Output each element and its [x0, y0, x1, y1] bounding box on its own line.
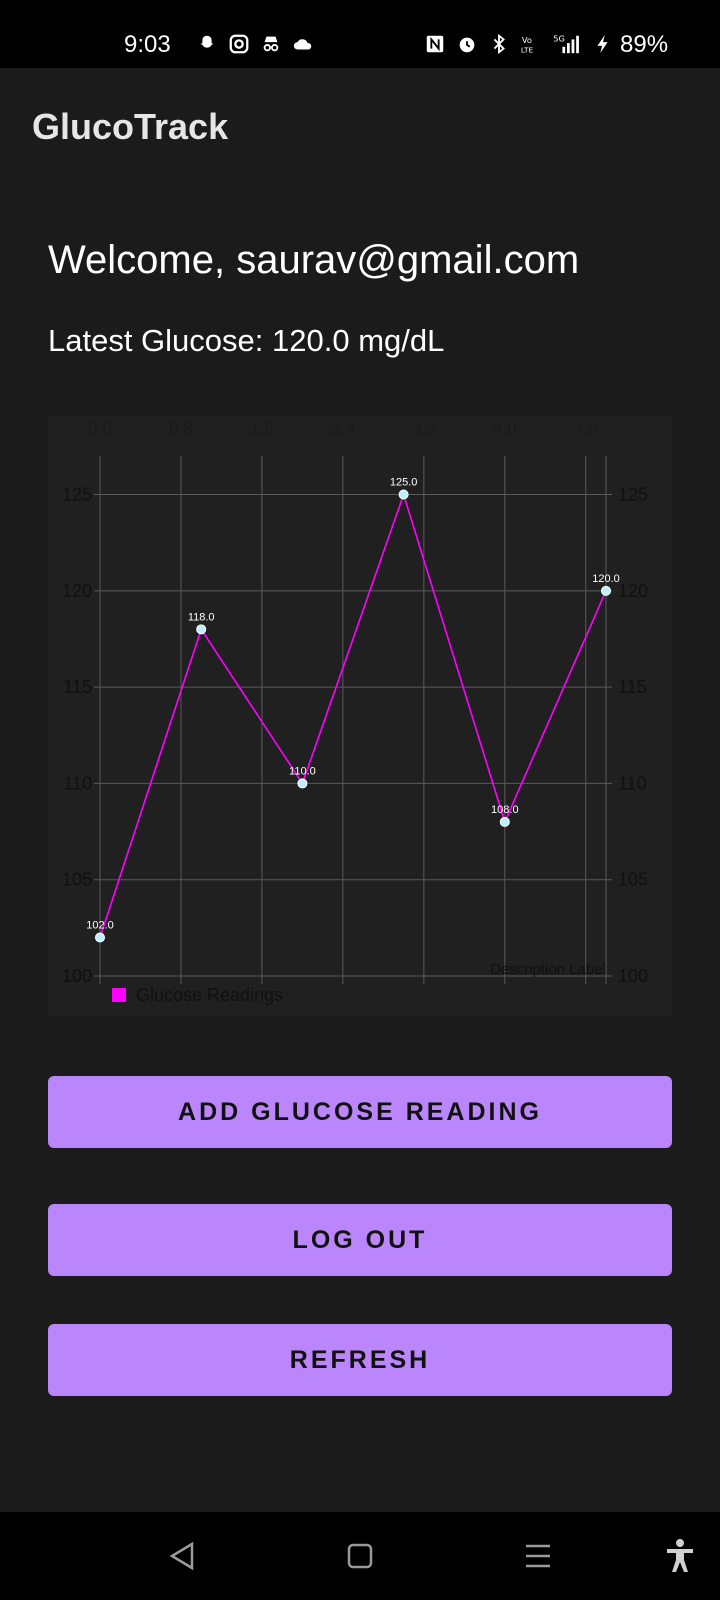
svg-text:Vo: Vo: [522, 35, 532, 45]
svg-text:LTE: LTE: [521, 45, 534, 54]
legend-label: Glucose Readings: [136, 985, 283, 1005]
welcome-text: Welcome, saurav@gmail.com: [48, 238, 580, 282]
chart-background: [48, 416, 672, 1016]
glucose-chart[interactable]: 0.0 0.8 1.6 2.4 3.2 4.0 4.8 100 100 105 105 110 110 1…: [48, 416, 672, 1016]
x-tick-label: 2.4: [331, 419, 355, 438]
data-value-label: 102.0: [86, 919, 114, 931]
add-glucose-reading-button[interactable]: ADD GLUCOSE READING: [48, 1076, 672, 1148]
data-point: [398, 489, 409, 500]
y-tick-label-left: 125: [62, 485, 92, 505]
y-tick-label-right: 120: [618, 581, 648, 601]
x-tick-label: 3.2: [412, 419, 436, 438]
data-value-label: 120.0: [592, 573, 620, 585]
data-value-label: 118.0: [188, 611, 215, 623]
y-tick-label-left: 110: [63, 773, 92, 793]
latest-glucose-text: Latest Glucose: 120.0 mg/dL: [48, 323, 445, 358]
data-point: [95, 932, 105, 943]
recents-icon[interactable]: [518, 1536, 558, 1576]
chart-description-label: Description Label: [490, 961, 606, 978]
glucose-series-line: [99, 491, 607, 938]
data-value-label: 110.0: [289, 765, 316, 777]
data-point: [601, 585, 611, 596]
y-tick-label-left: 105: [62, 870, 92, 890]
status-bar: 9:03 Vo LTE 5G 89%: [0, 0, 720, 68]
cloud-icon: [293, 39, 312, 50]
accessibility-icon[interactable]: [660, 1536, 700, 1576]
instagram-icon: [229, 34, 249, 54]
data-point: [297, 778, 308, 789]
home-icon[interactable]: [340, 1536, 380, 1576]
y-tick-label-right: 115: [618, 677, 647, 697]
bluetooth-icon: [493, 33, 505, 55]
svg-text:5G: 5G: [553, 33, 565, 43]
nfc-icon: [426, 35, 444, 53]
main-content: Welcome, saurav@gmail.com Latest Glucose…: [0, 188, 720, 1512]
data-value-label: 125.0: [390, 477, 418, 489]
x-tick-label: 0.8: [169, 419, 193, 438]
status-left-icons: [196, 33, 314, 55]
log-out-button[interactable]: LOG OUT: [48, 1204, 672, 1276]
status-time: 9:03: [124, 31, 171, 58]
5g-signal-icon: 5G: [553, 33, 579, 54]
incognito-icon: [263, 36, 279, 52]
navigation-bar: [0, 1512, 720, 1600]
app-title: GlucoTrack: [32, 106, 229, 147]
y-tick-label-right: 105: [618, 870, 648, 890]
y-tick-label-right: 100: [618, 966, 648, 986]
legend-swatch: [112, 988, 126, 1002]
app-bar: GlucoTrack: [0, 68, 720, 188]
snapchat-icon: [200, 35, 214, 48]
status-right-icons: Vo LTE 5G: [424, 33, 614, 55]
alarm-icon: [459, 37, 475, 53]
data-value-label: 108.0: [491, 804, 519, 816]
data-point: [499, 816, 510, 827]
battery-level: 89%: [620, 31, 669, 58]
x-tick-label: 4.8: [574, 419, 598, 438]
y-tick-label-left: 115: [63, 677, 92, 697]
x-tick-label: 0.0: [88, 419, 112, 438]
x-tick-label: 1.6: [250, 419, 274, 438]
charging-icon: [597, 34, 608, 54]
y-tick-label-left: 100: [62, 966, 92, 986]
y-tick-label-left: 120: [62, 581, 92, 601]
y-tick-label-right: 110: [618, 773, 647, 793]
x-tick-label: 4.0: [493, 419, 517, 438]
data-point: [196, 624, 207, 635]
refresh-button[interactable]: REFRESH: [48, 1324, 672, 1396]
back-icon[interactable]: [162, 1536, 202, 1576]
y-tick-label-right: 125: [618, 485, 648, 505]
